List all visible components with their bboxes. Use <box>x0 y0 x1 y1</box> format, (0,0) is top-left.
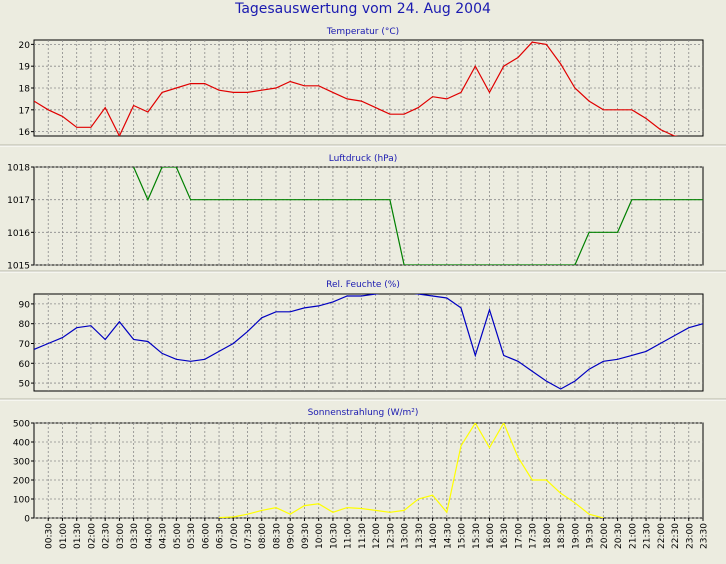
x-tick-label: 04:30 <box>159 523 169 549</box>
x-tick-label: 15:30 <box>472 523 482 549</box>
x-tick-label: 05:00 <box>173 523 183 549</box>
x-tick-label: 17:00 <box>514 523 524 549</box>
x-tick-label: 02:00 <box>87 523 97 549</box>
x-tick-label: 17:30 <box>529 523 539 549</box>
y-tick-label: 50 <box>19 380 31 390</box>
x-tick-label: 20:00 <box>600 523 610 549</box>
panel-title: Sonnenstrahlung (W/m²) <box>308 408 419 418</box>
series-line <box>133 167 703 265</box>
x-tick-label: 15:00 <box>458 523 468 549</box>
panel-title: Temperatur (°C) <box>326 27 399 37</box>
series-line <box>218 423 604 518</box>
y-tick-label: 17 <box>19 106 30 116</box>
x-tick-label: 10:00 <box>315 523 325 549</box>
x-tick-label: 19:30 <box>586 523 596 549</box>
y-tick-label: 20 <box>19 41 31 51</box>
x-tick-label: 09:00 <box>287 523 297 549</box>
y-tick-label: 19 <box>19 63 31 73</box>
x-tick-label: 23:30 <box>700 523 710 549</box>
y-tick-label: 1016 <box>7 229 30 239</box>
x-tick-label: 12:00 <box>372 523 382 549</box>
y-tick-label: 18 <box>19 85 31 95</box>
y-tick-label: 70 <box>19 340 31 350</box>
x-tick-label: 19:00 <box>571 523 581 549</box>
y-tick-label: 16 <box>19 128 31 138</box>
x-tick-label: 03:30 <box>130 523 140 549</box>
x-tick-label: 16:00 <box>486 523 496 549</box>
x-tick-label: 08:00 <box>258 523 268 549</box>
x-tick-label: 11:30 <box>358 523 368 549</box>
x-tick-label: 03:00 <box>116 523 126 549</box>
x-tick-label: 08:30 <box>272 523 282 549</box>
y-tick-label: 80 <box>19 320 31 330</box>
x-tick-label: 22:30 <box>671 523 681 549</box>
x-tick-label: 23:00 <box>685 523 695 549</box>
x-tick-label: 18:30 <box>557 523 567 549</box>
chart-panel-4: Sonnenstrahlung (W/m²) 0 100 200 300 400 500 <box>13 408 704 525</box>
y-tick-label: 300 <box>13 458 30 468</box>
page-title: Tagesauswertung vom 24. Aug 2004 <box>235 1 491 17</box>
y-tick-label: 1017 <box>7 196 30 206</box>
x-tick-label: 02:30 <box>102 523 112 549</box>
x-tick-label: 09:30 <box>301 523 311 549</box>
x-tick-label: 14:30 <box>443 523 453 549</box>
x-tick-label: 16:30 <box>500 523 510 549</box>
plot-area <box>33 293 704 392</box>
x-tick-label: 00:30 <box>45 523 55 549</box>
x-tick-label: 04:00 <box>144 523 154 549</box>
panel-title: Luftdruck (hPa) <box>329 154 398 164</box>
x-tick-label: 11:00 <box>344 523 354 549</box>
x-tick-label: 06:00 <box>201 523 211 549</box>
series-line <box>34 294 703 390</box>
y-tick-label: 200 <box>13 477 30 487</box>
x-tick-label: 01:00 <box>59 523 69 549</box>
x-tick-label: 05:30 <box>187 523 197 549</box>
x-tick-label: 22:00 <box>657 523 667 549</box>
chart-panel-3: Rel. Feuchte (%) 50 60 70 80 90 <box>0 280 726 401</box>
x-tick-label: 07:00 <box>230 523 240 549</box>
x-tick-label: 18:00 <box>543 523 553 549</box>
plot-area <box>33 422 704 519</box>
y-tick-label: 0 <box>24 515 30 525</box>
x-tick-label: 13:00 <box>401 523 411 549</box>
y-tick-label: 1015 <box>7 262 30 272</box>
x-tick-label: 20:30 <box>614 523 624 549</box>
chart-panel-1: Temperatur (°C) 16 17 18 19 20 <box>0 27 726 147</box>
y-tick-label: 500 <box>13 420 30 430</box>
x-tick-label: 12:30 <box>386 523 396 549</box>
plot-area <box>33 166 704 266</box>
y-tick-label: 100 <box>13 496 30 506</box>
x-axis: 00:30 01:00 01:30 02:00 02:30 03:00 03:30 04:00… <box>45 518 710 549</box>
chart-panel-2: Luftdruck (hPa) 1015 1016 1017 1018 <box>0 154 726 273</box>
x-tick-label: 06:30 <box>216 523 226 549</box>
y-tick-label: 60 <box>19 360 31 370</box>
x-tick-label: 01:30 <box>73 523 83 549</box>
x-tick-label: 13:30 <box>415 523 425 549</box>
y-tick-label: 90 <box>19 300 31 310</box>
series-line <box>34 41 679 136</box>
y-tick-label: 1018 <box>7 164 30 174</box>
x-tick-label: 10:30 <box>329 523 339 549</box>
x-tick-label: 21:30 <box>643 523 653 549</box>
y-tick-label: 400 <box>13 439 30 449</box>
x-tick-label: 07:30 <box>244 523 254 549</box>
x-tick-label: 21:00 <box>628 523 638 549</box>
x-tick-label: 14:00 <box>429 523 439 549</box>
panel-title: Rel. Feuchte (%) <box>326 280 400 290</box>
